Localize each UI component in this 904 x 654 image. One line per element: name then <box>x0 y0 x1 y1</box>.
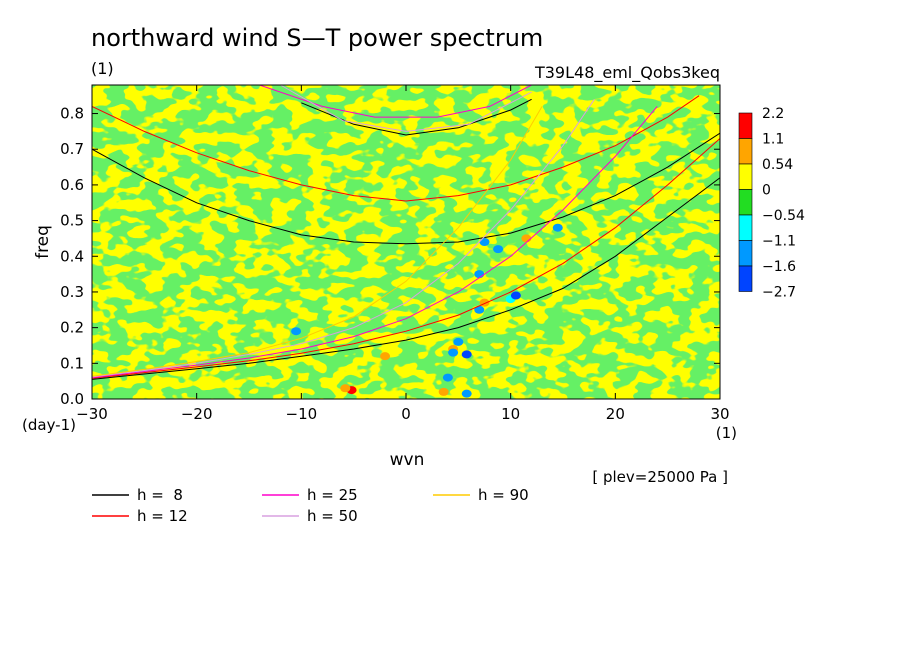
legend: h = 8 h = 12 h = 25 h = 50 h = 90 <box>92 486 529 525</box>
heatmap-spot <box>380 352 391 361</box>
dispersion-curve-h12 <box>92 138 720 379</box>
dispersion-curve-h50 <box>280 85 532 132</box>
heatmap-spot <box>474 305 485 314</box>
x-tick-label: 30 <box>710 405 729 423</box>
colorbar-label: −1.6 <box>762 259 796 275</box>
plot-area <box>92 85 720 399</box>
y-tick-label: 0.4 <box>60 247 84 265</box>
legend-label: h = 8 <box>137 486 183 504</box>
x-tick-label: 0 <box>401 405 411 423</box>
dispersion-curve-h12 <box>92 95 700 202</box>
heatmap-spot <box>453 337 464 346</box>
chart-title: northward wind S—T power spectrum <box>91 24 543 52</box>
y-tick-label: 0.5 <box>60 212 84 230</box>
x-axis-label: wvn <box>390 450 425 470</box>
colorbar-label: −2.7 <box>762 285 796 301</box>
x-tick-label: −10 <box>286 405 318 423</box>
heatmap-spot <box>442 373 453 382</box>
colorbar-label: 1.1 <box>762 132 784 148</box>
colorbar-swatch <box>738 112 753 139</box>
heatmap-spot <box>461 350 472 359</box>
colorbar-label: −1.1 <box>762 234 796 250</box>
x-tick-label: −20 <box>181 405 213 423</box>
legend-label: h = 12 <box>137 507 188 525</box>
x-axis-unit: (1) <box>716 424 737 442</box>
colorbar-label: −0.54 <box>762 208 805 224</box>
x-tick-label: 20 <box>606 405 625 423</box>
colorbar-label: 2.2 <box>762 106 784 122</box>
y-tick-label: 0.6 <box>60 176 84 194</box>
heatmap-spot <box>340 384 351 393</box>
y-tick-label: 0.7 <box>60 140 84 158</box>
y-tick-label: 0.3 <box>60 283 84 301</box>
y-tick-label: 0.0 <box>60 390 84 408</box>
heatmap-spot <box>510 291 521 300</box>
heatmap-spot <box>448 348 459 357</box>
y-axis-unit: (day-1) <box>22 416 76 434</box>
x-axis-ticks: −30 −20 −10 0 10 20 30 <box>76 85 730 423</box>
y-tick-label: 0.2 <box>60 319 84 337</box>
colorbar-swatch <box>738 240 753 267</box>
heatmap-spot <box>438 387 449 396</box>
plev-annotation: [ plev=25000 Pa ] <box>592 468 728 486</box>
dispersion-curves <box>92 85 720 380</box>
colorbar-swatch <box>738 163 753 190</box>
heatmap-spot <box>479 238 490 246</box>
colorbar-label: 0 <box>762 183 771 199</box>
colorbar: 2.2 1.1 0.54 0 −0.54 −1.1 −1.6 −2.7 <box>738 106 805 301</box>
dispersion-curve-h8 <box>92 177 720 380</box>
chart-subtitle-right: T39L48_eml_Qobs3keq <box>534 63 720 83</box>
y-axis-ticks: 0.0 0.1 0.2 0.3 0.4 0.5 0.6 0.7 0.8 <box>60 105 720 408</box>
colorbar-swatch <box>738 214 753 241</box>
dispersion-curve-h8 <box>92 132 720 245</box>
dispersion-curve-h50 <box>92 99 595 378</box>
colorbar-label: 0.54 <box>762 157 793 173</box>
chart-subtitle-left: (1) <box>91 59 114 78</box>
heatmap-spot <box>552 223 563 232</box>
heatmap-spot <box>461 389 472 398</box>
x-tick-label: −30 <box>76 405 108 423</box>
x-tick-label: 10 <box>501 405 520 423</box>
heatmap-green-layer <box>92 85 720 399</box>
heatmap-spot <box>291 327 302 336</box>
dispersion-curve-h25 <box>92 106 658 379</box>
colorbar-swatch <box>738 265 753 292</box>
colorbar-swatch <box>738 189 753 216</box>
y-tick-label: 0.1 <box>60 354 84 372</box>
heatmap-spot <box>474 270 485 279</box>
y-axis-label: freq <box>33 225 53 259</box>
colorbar-swatch <box>738 138 753 165</box>
dispersion-curve-h90 <box>92 106 543 377</box>
legend-label: h = 90 <box>478 486 529 504</box>
legend-label: h = 25 <box>307 486 358 504</box>
y-tick-label: 0.8 <box>60 105 84 123</box>
heatmap-spot <box>493 245 504 254</box>
legend-label: h = 50 <box>307 507 358 525</box>
heatmap-spot <box>521 234 532 243</box>
